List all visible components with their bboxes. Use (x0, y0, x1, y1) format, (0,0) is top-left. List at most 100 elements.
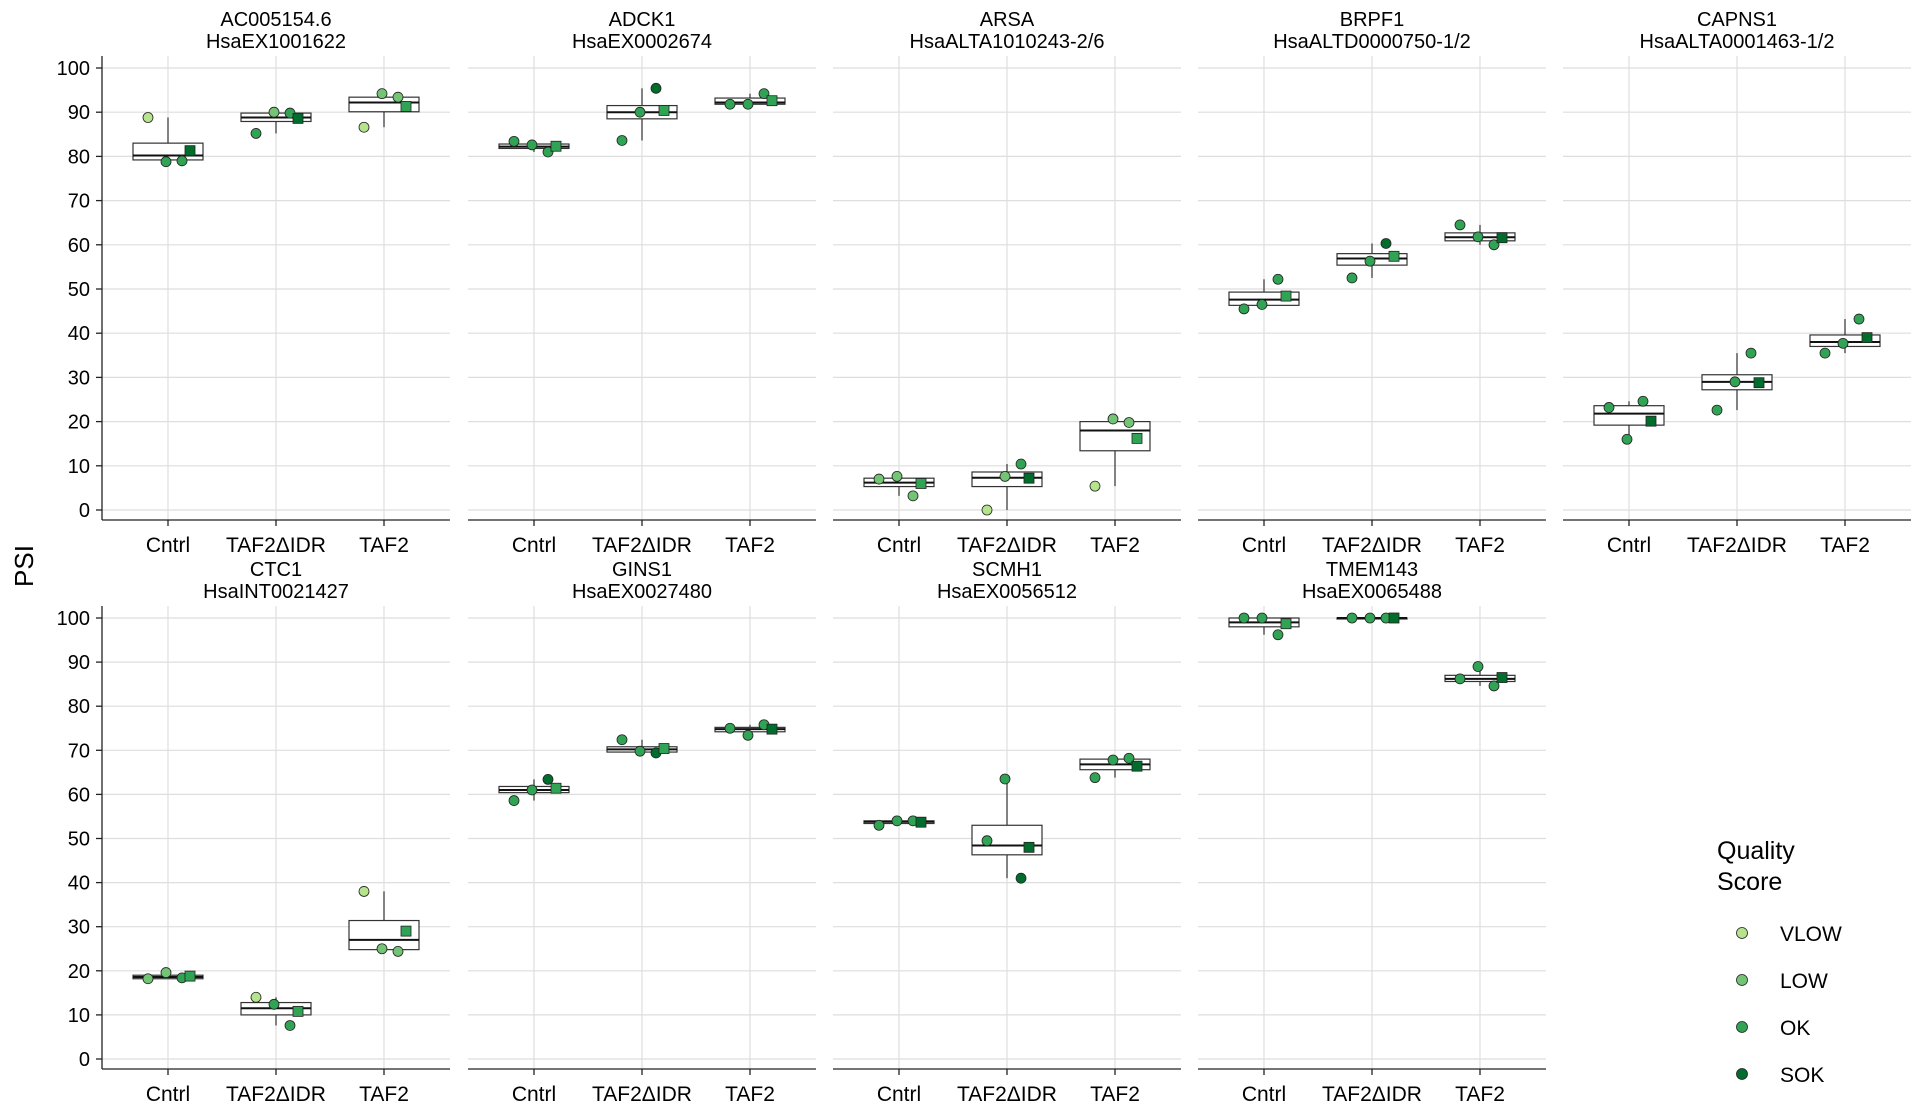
data-point (1123, 752, 1135, 764)
y-tick-label: 60 (68, 235, 90, 257)
data-point (1256, 612, 1268, 624)
data-point (1364, 612, 1376, 624)
data-point (1711, 404, 1723, 416)
data-point (1346, 612, 1358, 624)
mean-marker (1388, 250, 1400, 262)
data-point (981, 504, 993, 516)
data-point (1637, 395, 1649, 407)
mean-marker (915, 816, 927, 828)
x-tick-label: TAF2ΔIDR (1322, 534, 1422, 557)
y-tick-label: 30 (68, 917, 90, 939)
data-point (1107, 754, 1119, 766)
y-axis-title: PSI (9, 545, 39, 587)
data-point (891, 815, 903, 827)
panel-event-title: HsaEX0027480 (572, 581, 712, 603)
mean-marker (1131, 760, 1143, 772)
y-tick-label: 40 (68, 873, 90, 895)
data-point (542, 774, 554, 785)
x-tick-label: TAF2 (359, 534, 409, 557)
mean-marker (658, 743, 670, 754)
x-tick-label: TAF2ΔIDR (957, 534, 1057, 557)
data-point (1472, 661, 1484, 672)
data-point (268, 998, 280, 1010)
data-point (1454, 219, 1466, 231)
mean-marker (400, 925, 412, 937)
data-point (1454, 673, 1466, 685)
x-tick-label: TAF2ΔIDR (592, 534, 692, 557)
data-point (1272, 629, 1284, 641)
data-point (724, 98, 736, 110)
x-tick-label: TAF2ΔIDR (1322, 1083, 1422, 1106)
y-tick-label: 80 (68, 146, 90, 168)
x-tick-label: TAF2 (1090, 1083, 1140, 1106)
y-tick-label: 20 (68, 412, 90, 434)
y-tick-label: 40 (68, 323, 90, 345)
data-point (616, 734, 628, 746)
data-point (873, 473, 885, 485)
data-point (1238, 303, 1250, 315)
data-point (376, 943, 388, 955)
data-point (508, 795, 520, 806)
data-point (1819, 347, 1831, 359)
data-point (176, 155, 188, 167)
facet-panel: 0 10 20 30 40 50 60 70 80 90 100 Cntrl TAF2ΔIDR TAF2 C… (57, 559, 450, 1106)
panel-gene-title: BRPF1 (1340, 9, 1404, 31)
data-point (1256, 299, 1268, 310)
x-tick-label: TAF2 (1820, 534, 1870, 557)
x-tick-label: Cntrl (1242, 534, 1286, 557)
mean-marker (550, 140, 562, 152)
y-tick-label: 50 (68, 279, 90, 301)
x-tick-label: Cntrl (877, 534, 921, 557)
mean-marker (1023, 472, 1035, 484)
data-point (1380, 238, 1392, 249)
y-tick-label: 70 (68, 740, 90, 762)
data-point (250, 991, 262, 1003)
data-point (268, 106, 280, 118)
mean-marker (766, 95, 778, 107)
data-point (1745, 347, 1757, 359)
data-point (999, 773, 1011, 785)
data-point (358, 886, 370, 897)
y-tick-label: 10 (68, 1005, 90, 1027)
mean-marker (766, 723, 778, 735)
y-tick-label: 0 (79, 500, 90, 522)
panel-gene-title: AC005154.6 (220, 9, 331, 31)
y-tick-label: 0 (79, 1049, 90, 1071)
x-tick-label: Cntrl (877, 1083, 921, 1106)
mean-marker (1496, 232, 1508, 244)
data-point (1272, 273, 1284, 285)
x-tick-label: TAF2 (725, 1083, 775, 1106)
legend-swatch (1736, 1068, 1748, 1080)
mean-marker (1131, 432, 1143, 444)
y-tick-label: 80 (68, 696, 90, 718)
facet-panel: 0 10 20 30 40 50 60 70 80 90 100 Cntrl TAF2ΔIDR TAF2 A… (57, 9, 450, 557)
legend: Quality Score VLOW LOW OK SOK (1717, 837, 1842, 1087)
data-point (981, 835, 993, 847)
facet-panel: Cntrl TAF2ΔIDR TAF2 CAPNS1HsaALTA0001463-1/… (1563, 9, 1911, 557)
data-point (1089, 772, 1101, 784)
mean-marker (1753, 377, 1765, 389)
panel-gene-title: GINS1 (612, 559, 672, 581)
data-point (1015, 458, 1027, 470)
data-point (891, 471, 903, 482)
data-point (1089, 480, 1101, 492)
legend-label: LOW (1780, 970, 1828, 993)
panel-gene-title: TMEM143 (1326, 559, 1418, 581)
mean-marker (1496, 672, 1508, 683)
x-tick-label: Cntrl (1607, 534, 1651, 557)
x-tick-label: TAF2ΔIDR (226, 1083, 326, 1106)
data-point (758, 88, 770, 100)
data-point (999, 471, 1011, 482)
data-point (724, 722, 736, 734)
y-tick-label: 90 (68, 102, 90, 124)
x-tick-label: TAF2 (725, 534, 775, 557)
mean-marker (1280, 290, 1292, 302)
mean-marker (292, 1005, 304, 1017)
data-point (526, 139, 538, 151)
mean-marker (1280, 618, 1292, 630)
